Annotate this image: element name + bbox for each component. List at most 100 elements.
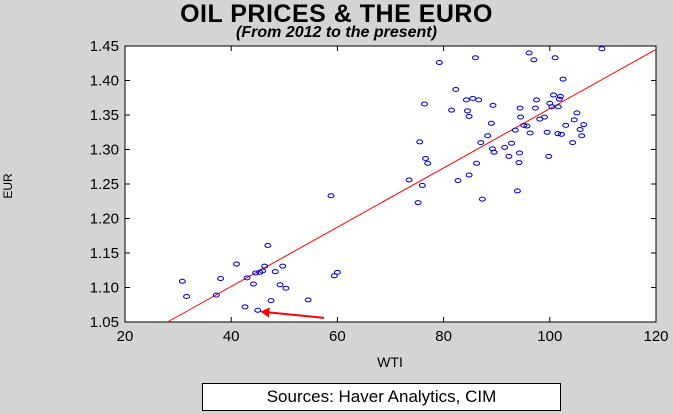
data-point bbox=[540, 114, 548, 120]
data-point bbox=[487, 120, 495, 126]
data-point bbox=[530, 57, 538, 63]
data-point bbox=[463, 108, 471, 114]
data-point bbox=[598, 46, 606, 52]
plot-area bbox=[124, 45, 657, 323]
data-point bbox=[508, 140, 516, 146]
data-point bbox=[267, 298, 275, 304]
data-point bbox=[471, 55, 479, 61]
data-point bbox=[554, 131, 562, 137]
y-tick-label: 1.05 bbox=[90, 314, 119, 331]
chart-title: OIL PRICES & THE EURO bbox=[180, 0, 493, 28]
data-point bbox=[282, 285, 290, 291]
data-point bbox=[183, 293, 191, 299]
data-point bbox=[279, 263, 287, 269]
data-point bbox=[516, 105, 524, 111]
data-point bbox=[462, 97, 470, 103]
chart-subtitle: (From 2012 to the present) bbox=[236, 24, 437, 41]
data-point bbox=[254, 307, 262, 313]
data-point bbox=[580, 122, 588, 128]
arrow-shaft bbox=[266, 311, 325, 319]
data-point bbox=[569, 140, 577, 146]
data-point bbox=[555, 96, 563, 102]
data-point bbox=[545, 153, 553, 159]
data-point bbox=[178, 278, 186, 284]
data-point bbox=[241, 304, 249, 310]
data-point bbox=[505, 153, 513, 159]
data-point bbox=[562, 122, 570, 128]
data-point bbox=[551, 55, 559, 61]
x-axis-label: WTI bbox=[377, 354, 403, 370]
data-point bbox=[473, 160, 481, 166]
data-point bbox=[517, 114, 525, 120]
data-point bbox=[304, 297, 312, 303]
y-axis-label: EUR bbox=[1, 173, 15, 199]
data-point bbox=[261, 263, 269, 269]
y-tick-label: 1.30 bbox=[90, 142, 119, 159]
data-point bbox=[243, 275, 251, 281]
axis-tick-labels: 20 40 60 80 100 120 1.05 1.10 1.15 1.20 1.25 1.30 1.… bbox=[90, 38, 669, 345]
data-point bbox=[515, 160, 523, 166]
data-point bbox=[422, 155, 430, 161]
data-point bbox=[276, 282, 284, 288]
annotation-arrow bbox=[260, 307, 325, 319]
data-point bbox=[333, 269, 341, 275]
data-point bbox=[424, 160, 432, 166]
y-tick-label: 1.20 bbox=[90, 211, 119, 228]
data-point bbox=[501, 144, 509, 150]
y-tick-label: 1.40 bbox=[90, 73, 119, 90]
data-point bbox=[489, 102, 497, 108]
data-point bbox=[543, 129, 551, 135]
data-point bbox=[465, 172, 473, 178]
data-point bbox=[478, 196, 486, 202]
data-point bbox=[533, 97, 541, 103]
data-point bbox=[523, 123, 531, 129]
data-point bbox=[454, 178, 462, 184]
data-point bbox=[418, 182, 426, 188]
data-point bbox=[414, 200, 422, 206]
arrow-head bbox=[260, 307, 270, 318]
data-point bbox=[531, 105, 539, 111]
data-point bbox=[217, 276, 225, 282]
x-tick-label: 120 bbox=[643, 328, 668, 345]
data-point bbox=[271, 269, 279, 275]
data-point bbox=[233, 261, 241, 267]
data-point bbox=[550, 92, 558, 98]
data-point bbox=[578, 133, 586, 139]
data-point bbox=[526, 130, 534, 136]
axis-ticks bbox=[124, 45, 657, 323]
x-tick-label: 100 bbox=[537, 328, 562, 345]
y-tick-label: 1.15 bbox=[90, 245, 119, 262]
source-box: Sources: Haver Analytics, CIM bbox=[202, 383, 561, 411]
x-tick-label: 40 bbox=[223, 328, 240, 345]
data-point bbox=[570, 117, 578, 123]
data-point bbox=[525, 50, 533, 56]
data-point bbox=[250, 281, 258, 287]
data-point bbox=[252, 270, 260, 276]
y-tick-label: 1.25 bbox=[90, 176, 119, 193]
data-point bbox=[490, 149, 498, 155]
data-point bbox=[554, 104, 562, 110]
data-point bbox=[330, 273, 338, 279]
data-point bbox=[559, 76, 567, 82]
x-tick-label: 80 bbox=[435, 328, 452, 345]
data-point bbox=[557, 131, 565, 137]
data-point bbox=[452, 86, 460, 92]
y-tick-label: 1.10 bbox=[90, 280, 119, 297]
y-tick-label: 1.45 bbox=[90, 38, 119, 55]
data-point bbox=[484, 133, 492, 139]
data-point bbox=[516, 150, 524, 156]
x-tick-label: 20 bbox=[117, 328, 134, 345]
data-points bbox=[178, 46, 606, 313]
data-point bbox=[465, 113, 473, 119]
data-point bbox=[212, 292, 220, 298]
source-text: Sources: Haver Analytics, CIM bbox=[266, 387, 497, 406]
data-point bbox=[448, 107, 456, 113]
data-point bbox=[420, 101, 428, 107]
data-point bbox=[435, 60, 443, 66]
y-tick-label: 1.35 bbox=[90, 107, 119, 124]
x-tick-label: 60 bbox=[329, 328, 346, 345]
data-point bbox=[327, 193, 335, 199]
data-point bbox=[513, 188, 521, 194]
data-point bbox=[405, 177, 413, 183]
